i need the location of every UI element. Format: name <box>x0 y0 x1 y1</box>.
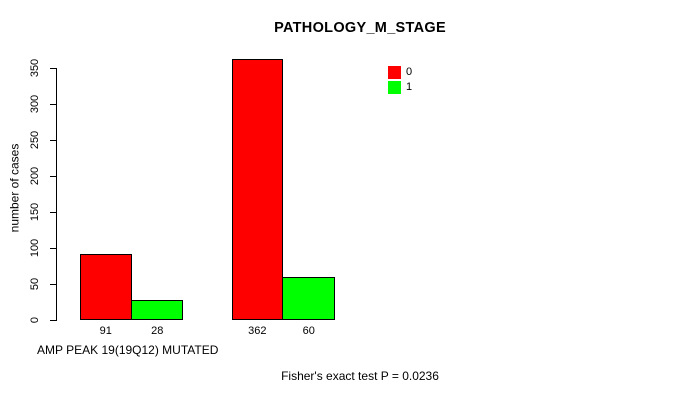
legend-label-1: 1 <box>406 81 413 93</box>
y-axis-tick <box>50 320 56 321</box>
y-axis-line <box>56 68 57 321</box>
bar-group-2-series-1 <box>282 276 335 320</box>
x-axis-label: AMP PEAK 19(19Q12) MUTATED <box>37 343 219 357</box>
y-axis-tick <box>50 284 56 285</box>
bar-group-2-series-0 <box>231 59 283 320</box>
y-axis-tick <box>50 212 56 213</box>
bar-group-1-series-0 <box>80 254 132 320</box>
y-axis-tick <box>50 140 56 141</box>
legend-label-0: 0 <box>406 66 413 78</box>
y-axis-tick <box>50 176 56 177</box>
chart-title: PATHOLOGY_M_STAGE <box>274 20 446 36</box>
fisher-test-annotation: Fisher's exact test P = 0.0236 <box>281 369 439 383</box>
legend-swatch-0 <box>388 66 401 79</box>
y-axis-tick <box>50 104 56 105</box>
legend-item-1: 1 <box>388 80 412 95</box>
y-axis-tick <box>50 68 56 69</box>
legend-item-0: 0 <box>388 65 412 80</box>
bar-group-1-series-1 <box>130 299 183 320</box>
legend-swatch-1 <box>388 81 401 94</box>
y-axis-tick <box>50 248 56 249</box>
